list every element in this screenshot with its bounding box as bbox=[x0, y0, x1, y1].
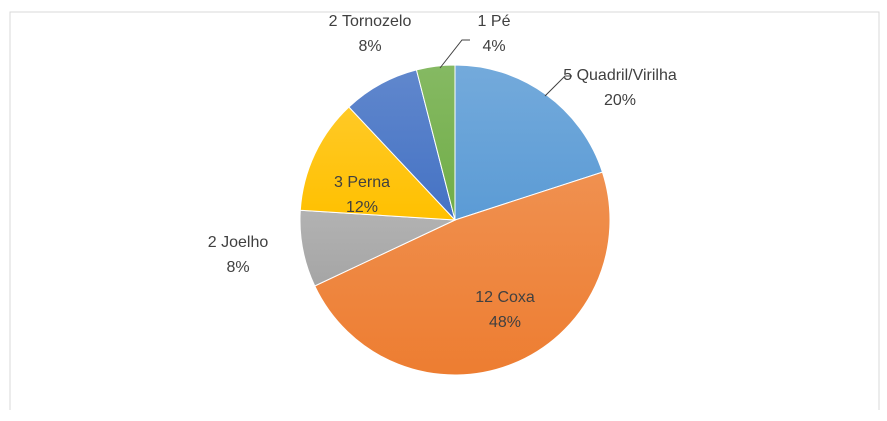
pie-slice bbox=[314, 171, 611, 376]
slice-category: Perna bbox=[347, 174, 390, 191]
chart-border bbox=[9, 11, 880, 410]
slice-category: Tornozelo bbox=[342, 13, 411, 30]
slice-percent: 8% bbox=[358, 38, 381, 55]
leader-line bbox=[544, 75, 572, 97]
slice-label: 12 Coxa bbox=[475, 289, 535, 306]
slice-count: 12 bbox=[475, 289, 493, 306]
slice-percent: 4% bbox=[482, 38, 505, 55]
slice-percent: 20% bbox=[604, 92, 636, 109]
slice-label: 5 Quadril/Virilha bbox=[563, 67, 677, 84]
pie-slice bbox=[415, 64, 456, 221]
slice-label: 3 Perna bbox=[334, 174, 390, 191]
slice-category: Joelho bbox=[221, 234, 268, 251]
slice-percent: 8% bbox=[226, 259, 249, 276]
slice-percent: 48% bbox=[489, 314, 521, 331]
slice-count: 5 bbox=[563, 67, 572, 84]
slice-label: 2 Tornozelo bbox=[329, 13, 412, 30]
slice-category: Coxa bbox=[497, 289, 534, 306]
pie-slice bbox=[299, 106, 457, 221]
leader-line bbox=[439, 39, 470, 69]
slice-percent: 12% bbox=[346, 199, 378, 216]
slice-count: 2 bbox=[329, 13, 338, 30]
slice-count: 3 bbox=[334, 174, 343, 191]
slice-count: 2 bbox=[208, 234, 217, 251]
slice-label: 1 Pé bbox=[478, 13, 511, 30]
slice-category: Quadril/Virilha bbox=[577, 67, 677, 84]
slice-label: 2 Joelho bbox=[208, 234, 269, 251]
slice-category: Pé bbox=[491, 13, 511, 30]
slice-count: 1 bbox=[478, 13, 487, 30]
